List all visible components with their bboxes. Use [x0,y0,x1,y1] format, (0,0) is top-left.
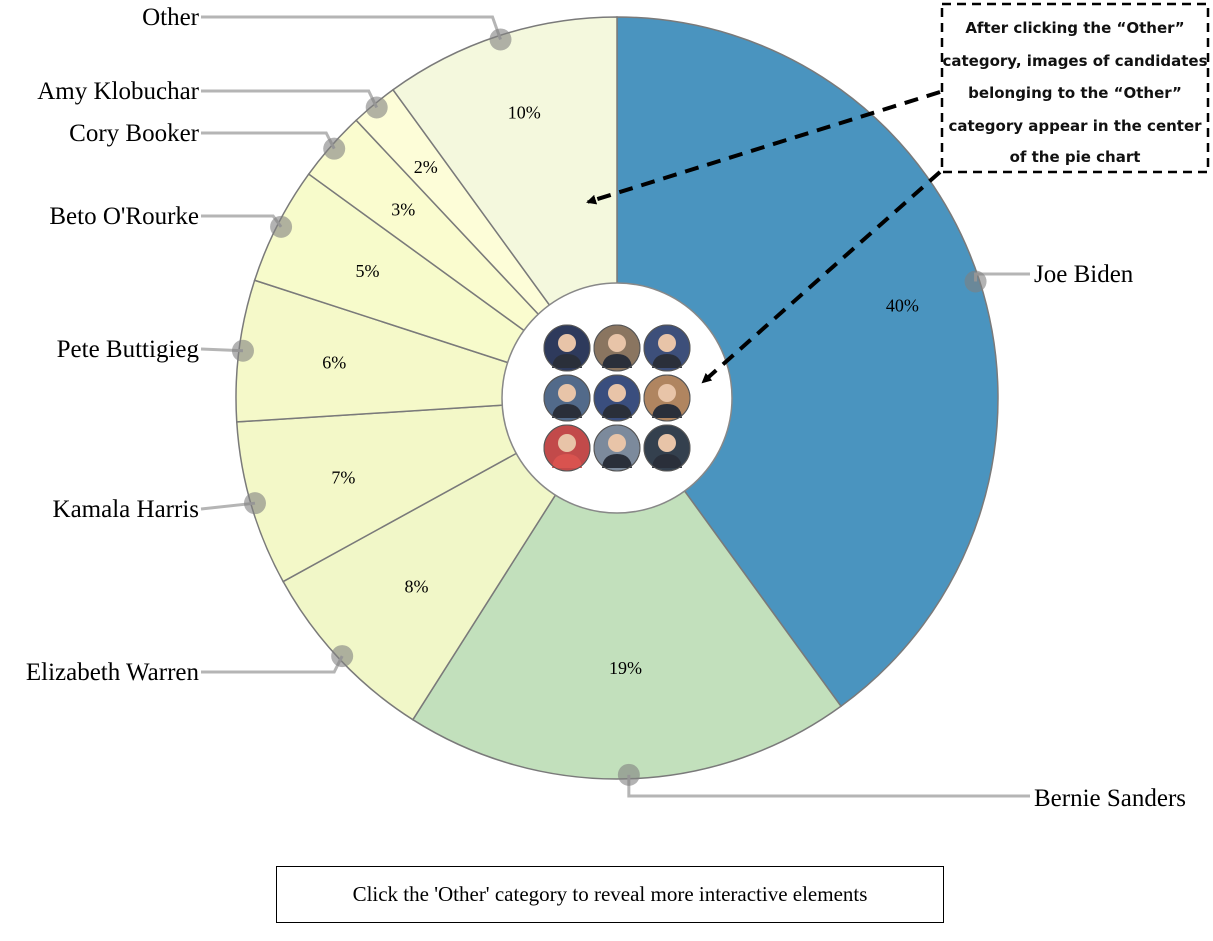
leader-dot-elizabeth-warren [331,645,354,668]
pct-label-pete-buttigieg: 6% [322,352,346,372]
annotation-arrow-2 [701,170,942,384]
leader-dot-beto-o-rourke [270,215,293,238]
pct-label-other: 10% [508,103,541,123]
pct-label-cory-booker: 3% [391,200,415,220]
leader-dot-other [489,28,512,51]
category-label-kamala-harris[interactable]: Kamala Harris [53,496,199,523]
candidate-avatar[interactable] [643,324,691,372]
leader-line-other [201,15,502,40]
leader-dot-kamala-harris [243,492,266,515]
leader-line-beto-o-rourke [201,214,283,228]
leader-line-amy-klobuchar [201,89,379,109]
category-label-bernie-sanders[interactable]: Bernie Sanders [1034,785,1186,812]
pct-label-bernie-sanders: 19% [609,658,642,678]
category-label-amy-klobuchar[interactable]: Amy Klobuchar [37,78,199,105]
candidate-avatar[interactable] [543,324,591,372]
annotation-line-1: After clicking the “Other” [965,19,1184,37]
candidate-avatar[interactable] [543,374,591,422]
leader-dot-pete-buttigieg [231,339,254,362]
leader-line-elizabeth-warren [201,655,344,674]
category-label-cory-booker[interactable]: Cory Booker [69,120,200,147]
leader-dot-bernie-sanders [617,763,640,786]
annotation-arrow-1 [586,90,941,205]
category-label-elizabeth-warren[interactable]: Elizabeth Warren [26,659,200,686]
category-label-beto-o-rourke[interactable]: Beto O'Rourke [49,203,199,230]
annotation-box [940,2,1210,174]
annotation-callout: After clicking the “Other” category, ima… [586,2,1210,384]
pct-label-amy-klobuchar: 2% [414,157,438,177]
pct-label-beto-o-rourke: 5% [356,261,380,281]
candidate-avatar[interactable] [593,374,641,422]
pct-label-joe-biden: 40% [886,295,919,315]
annotation-line-3: belonging to the “Other” [968,84,1182,102]
category-label-other[interactable]: Other [142,4,200,31]
category-label-joe-biden[interactable]: Joe Biden [1034,261,1134,288]
leader-dot-cory-booker [323,137,346,160]
hint-text: Click the 'Other' category to reveal mor… [352,882,868,906]
candidate-avatar[interactable] [593,324,641,372]
pct-label-kamala-harris: 7% [331,468,355,488]
hint-box: Click the 'Other' category to reveal mor… [276,866,944,923]
leader-dot-joe-biden [964,270,987,293]
candidate-avatar[interactable] [643,374,691,422]
leader-line-bernie-sanders [627,774,1030,798]
candidate-avatar[interactable] [643,424,691,472]
candidate-avatar[interactable] [543,424,591,472]
pct-label-elizabeth-warren: 8% [405,576,429,596]
leader-line-cory-booker [201,131,336,150]
annotation-line-5: of the pie chart [1010,148,1141,166]
annotation-line-4: category appear in the center [948,117,1202,135]
category-label-pete-buttigieg[interactable]: Pete Buttigieg [57,336,200,363]
candidate-avatar[interactable] [593,424,641,472]
leader-dot-amy-klobuchar [365,96,388,119]
annotation-line-2: category, images of candidates [942,52,1207,70]
